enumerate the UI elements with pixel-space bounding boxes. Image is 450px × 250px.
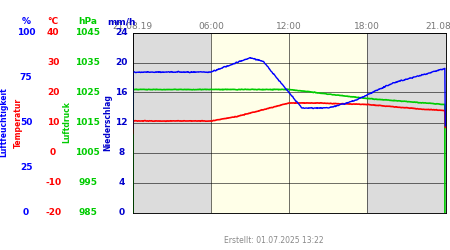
Text: 0: 0 <box>118 208 125 217</box>
Text: 50: 50 <box>20 118 32 127</box>
Text: 1015: 1015 <box>75 118 100 127</box>
Text: Niederschlag: Niederschlag <box>104 94 112 151</box>
Text: 24: 24 <box>115 28 128 37</box>
Text: 0: 0 <box>50 148 56 157</box>
Text: 4: 4 <box>118 178 125 187</box>
Text: 8: 8 <box>118 148 125 157</box>
Text: 20: 20 <box>115 58 128 67</box>
Text: -10: -10 <box>45 178 61 187</box>
Text: 30: 30 <box>47 58 59 67</box>
Text: 1045: 1045 <box>75 28 100 37</box>
Text: -20: -20 <box>45 208 61 217</box>
Bar <box>211 32 367 212</box>
Text: 985: 985 <box>78 208 97 217</box>
Text: %: % <box>22 17 31 26</box>
Text: 25: 25 <box>20 163 32 172</box>
Text: 12: 12 <box>115 118 128 127</box>
Text: 0: 0 <box>23 208 29 217</box>
Text: 20: 20 <box>47 88 59 97</box>
Bar <box>367 32 446 212</box>
Text: Erstellt: 01.07.2025 13:22: Erstellt: 01.07.2025 13:22 <box>224 236 323 245</box>
Text: Luftdruck: Luftdruck <box>62 102 71 143</box>
Text: 1035: 1035 <box>75 58 100 67</box>
Text: °C: °C <box>48 17 58 26</box>
Text: 100: 100 <box>17 28 36 37</box>
Text: 995: 995 <box>78 178 97 187</box>
Text: 40: 40 <box>47 28 59 37</box>
Text: 75: 75 <box>20 73 32 82</box>
Bar <box>133 32 211 212</box>
Text: 16: 16 <box>115 88 128 97</box>
Text: 1005: 1005 <box>76 148 100 157</box>
Text: Luftfeuchtigkeit: Luftfeuchtigkeit <box>0 88 8 158</box>
Text: hPa: hPa <box>78 17 97 26</box>
Text: Temperatur: Temperatur <box>14 98 22 148</box>
Text: 1025: 1025 <box>75 88 100 97</box>
Text: 10: 10 <box>47 118 59 127</box>
Text: mm/h: mm/h <box>107 17 136 26</box>
